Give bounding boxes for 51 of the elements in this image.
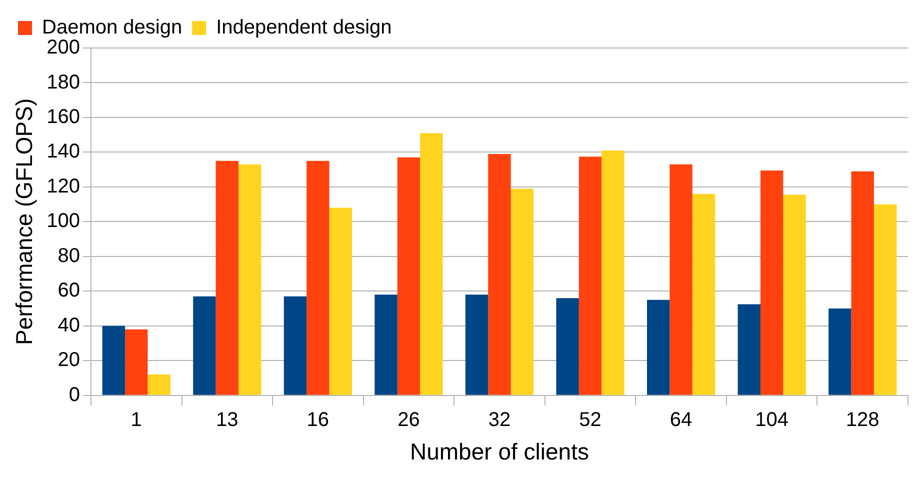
bar (306, 160, 330, 395)
bar (102, 326, 126, 395)
x-tick-label: 104 (755, 408, 789, 431)
y-tick-label: 180 (46, 71, 80, 94)
bar (148, 374, 170, 395)
y-tick-label: 160 (46, 106, 80, 128)
bar (602, 150, 624, 395)
x-tick-label: 52 (579, 408, 602, 431)
bar (397, 157, 420, 395)
x-axis-title: Number of clients (410, 438, 589, 465)
y-tick-label: 0 (68, 384, 80, 406)
bar (692, 194, 716, 395)
bar (851, 171, 874, 395)
bar (465, 294, 488, 395)
y-axis-title: Performance (GFLOPS) (11, 98, 38, 346)
bar (488, 154, 511, 395)
y-tick-label: 100 (46, 210, 80, 232)
bar (760, 170, 784, 395)
x-tick-label: 32 (488, 408, 511, 431)
y-tick-label: 140 (46, 140, 80, 163)
y-tick-label: 40 (58, 314, 80, 336)
x-tick-label: 1 (130, 408, 142, 431)
x-tick-label: 64 (670, 408, 692, 431)
bar (670, 164, 692, 395)
bar (874, 204, 897, 395)
bar (374, 294, 398, 395)
bar (125, 329, 148, 395)
y-tick-label: 60 (58, 280, 80, 302)
bar (738, 304, 760, 395)
y-tick-label: 20 (58, 349, 80, 372)
bar (284, 296, 307, 395)
bar (420, 133, 443, 395)
legend-label: Independent design (216, 16, 392, 39)
legend-label: Daemon design (42, 16, 182, 39)
x-tick-label: 16 (306, 408, 330, 431)
bar (578, 156, 602, 395)
x-tick-label: 26 (398, 408, 420, 431)
bar (329, 208, 352, 395)
y-tick-label: 80 (58, 244, 80, 267)
bar (783, 194, 806, 395)
y-tick-label: 200 (46, 36, 80, 59)
bar (647, 300, 670, 395)
bar (510, 188, 534, 395)
bar (828, 308, 852, 395)
x-tick-label: 128 (846, 408, 880, 431)
x-tick-label: 13 (216, 408, 238, 431)
bar (238, 164, 262, 395)
bar (216, 160, 238, 395)
bar (556, 298, 579, 395)
bar (193, 296, 216, 395)
y-tick-label: 120 (46, 175, 80, 198)
